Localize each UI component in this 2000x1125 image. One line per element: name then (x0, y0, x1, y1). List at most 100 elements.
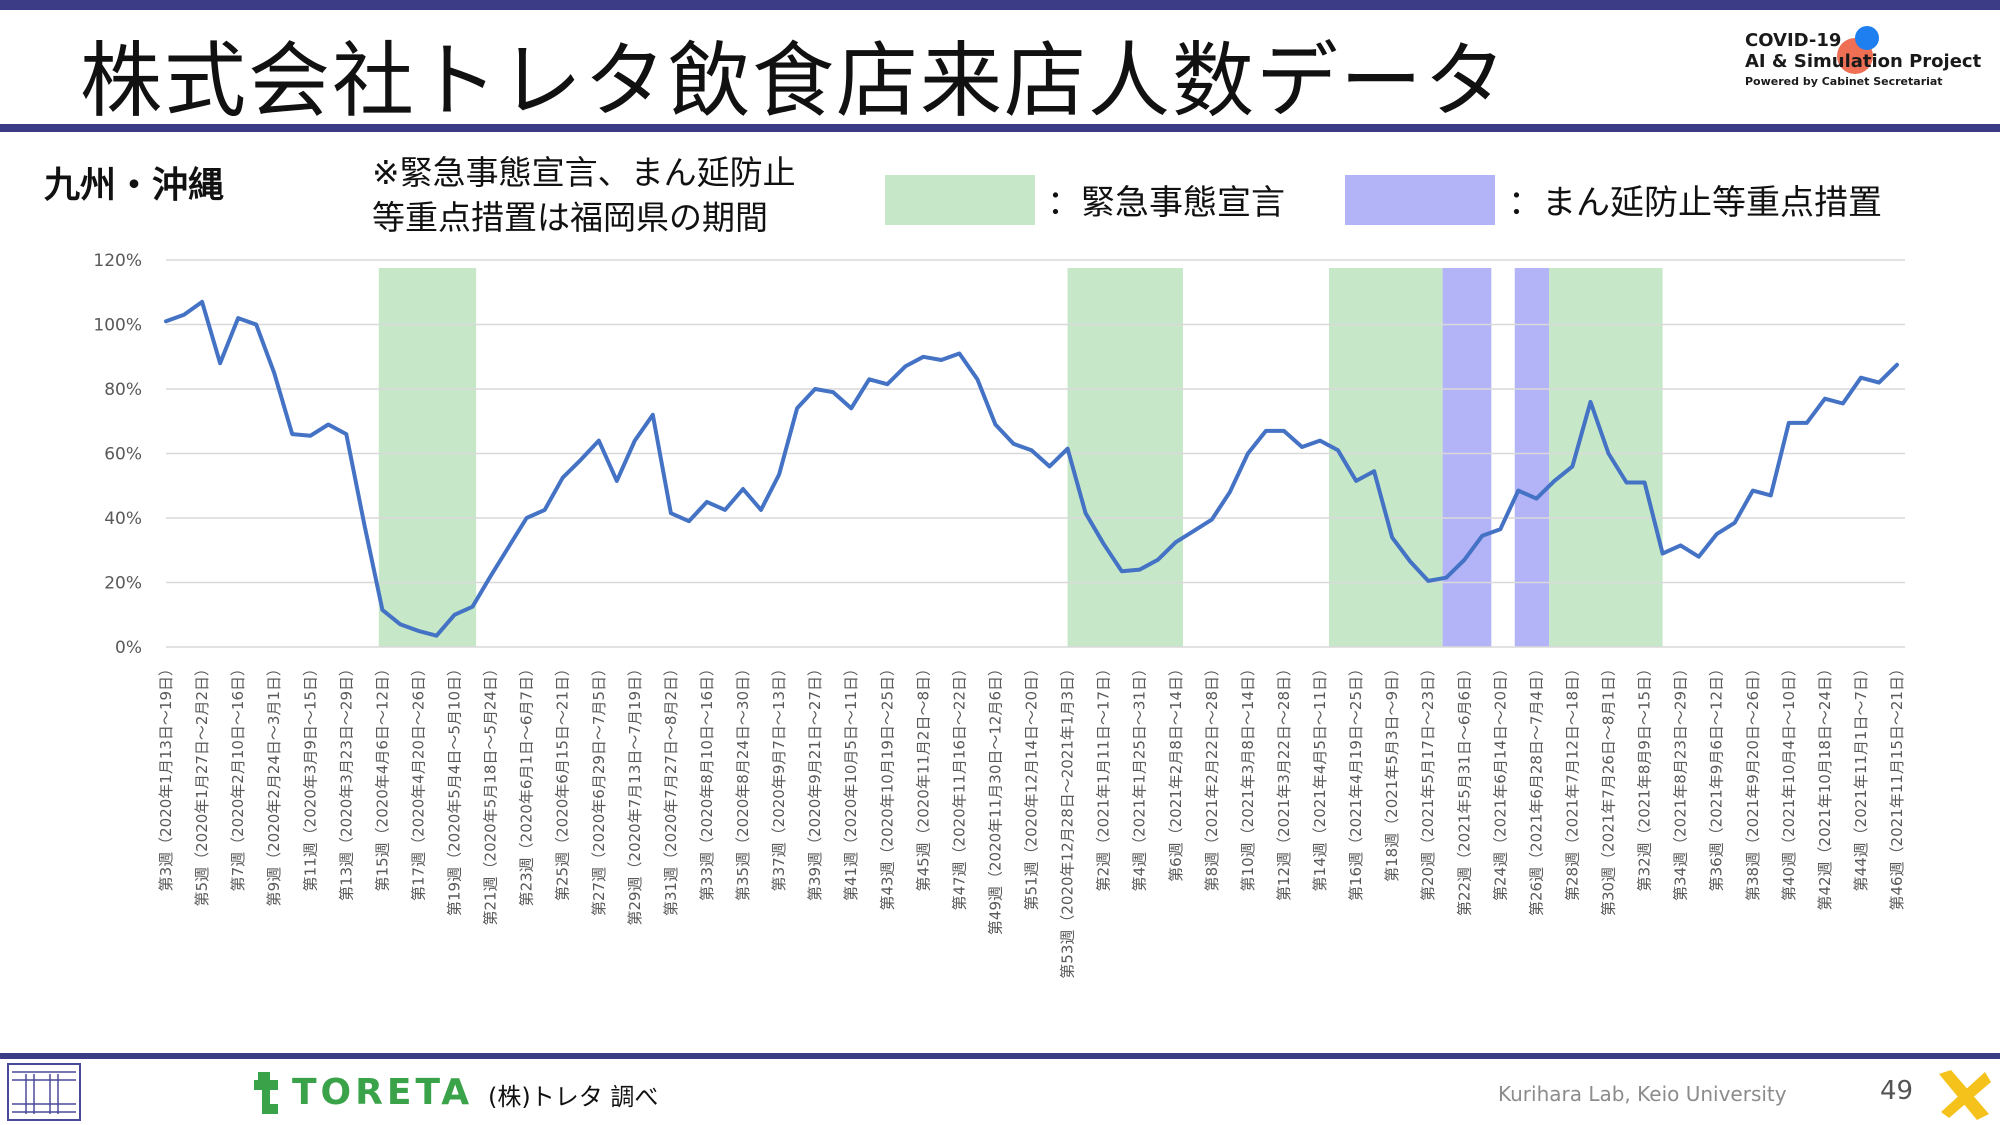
x-tick-label: 第10週（2021年3月8日～14日） (1239, 661, 1257, 891)
data-point (597, 439, 601, 443)
period-note-line2: 等重点措置は福岡県の期間 (372, 198, 768, 237)
x-tick-label: 第43週（2020年10月19日～25日） (878, 661, 896, 911)
x-tick-label: 第8週（2021年2月22日～28日） (1203, 661, 1221, 891)
data-point (1210, 518, 1214, 522)
x-tick-label: 第3週（2020年1月13日～19日） (157, 661, 175, 891)
x-tick-label: 第15週（2020年4月6日～12日） (373, 661, 391, 891)
series-layer (164, 299, 1899, 638)
period-note: ※緊急事態宣言、まん延防止 等重点措置は福岡県の期間 (372, 150, 796, 240)
x-tick-label: 第44週（2021年11月1日～7日） (1852, 661, 1870, 891)
data-point (218, 361, 222, 365)
title-underline (0, 124, 2000, 132)
data-point (1444, 576, 1448, 580)
data-point (1120, 569, 1124, 573)
x-tick-label: 第13週（2020年3月23日～29日） (337, 661, 355, 901)
data-point (1733, 521, 1737, 525)
footer-rule (0, 1053, 2000, 1059)
x-tick-label: 第25週（2020年6月15日～21日） (554, 661, 572, 901)
data-point (975, 377, 979, 381)
data-point (921, 355, 925, 359)
x-tick-label: 第27週（2020年6月29日～7月5日） (590, 661, 608, 916)
data-point (236, 316, 240, 320)
data-point (615, 479, 619, 483)
x-tick-label: 第38週（2021年9月20日～26日） (1744, 661, 1762, 901)
emergency-band (1548, 268, 1663, 647)
data-point (1246, 452, 1250, 455)
top-accent-bar (0, 0, 2000, 10)
x-tick-label: 第51週（2020年12月14日～20日） (1023, 661, 1041, 911)
toreta-wordmark: TORETA (292, 1072, 474, 1113)
region-label: 九州・沖縄 (44, 165, 225, 206)
data-point (254, 323, 258, 326)
data-point (1697, 555, 1701, 559)
page-title: 株式会社トレタ飲食店来店人数データ (80, 34, 1509, 129)
data-point (1462, 558, 1466, 562)
x-tick-label: 第7週（2020年2月10日～16日） (229, 661, 247, 891)
data-point (434, 634, 438, 638)
x-tick-label: 第26週（2021年6月28日～7月4日） (1527, 661, 1545, 916)
y-tick-label: 60% (104, 445, 142, 465)
x-tick-label: 第39週（2020年9月21日～27日） (806, 661, 824, 901)
data-point (1228, 490, 1232, 494)
emergency-band (1329, 268, 1443, 647)
x-tick-label: 第14週（2021年4月5日～11日） (1311, 661, 1329, 891)
emergency-band (1067, 268, 1183, 647)
x-tick-label: 第31週（2020年7月27日～8月2日） (662, 661, 680, 916)
data-point (1516, 489, 1520, 493)
data-point (326, 422, 330, 426)
data-point (182, 313, 186, 317)
data-point (867, 377, 871, 381)
x-tick-label: 第32週（2021年8月9日～15日） (1636, 661, 1654, 891)
x-tick-label: 第5週（2020年1月27日～2月2日） (193, 661, 211, 906)
data-point (1156, 558, 1160, 562)
y-axis-ticks: 0% 20% 40% 60% 80% 100% 120% (93, 251, 142, 658)
logo-line2: AI & Simulation Project (1745, 51, 1982, 72)
y-tick-label: 40% (104, 509, 142, 529)
data-point (741, 487, 745, 491)
data-point (777, 472, 781, 476)
y-tick-label: 120% (93, 251, 142, 271)
x-tick-label: 第34週（2021年8月23日～29日） (1672, 661, 1690, 901)
data-point (1787, 421, 1791, 425)
x-tick-label: 第47週（2020年11月16日～22日） (950, 661, 968, 911)
x-tick-label: 第17週（2020年4月20日～26日） (409, 661, 427, 901)
data-point (344, 432, 348, 436)
toreta-logo-icon (254, 1072, 278, 1114)
data-point (1030, 448, 1033, 452)
x-axis-ticks: 第3週（2020年1月13日～19日） 第5週（2020年1月27日～2月2日） 第… (157, 661, 1906, 979)
data-point (1751, 489, 1755, 493)
x-tick-label: 第45週（2020年11月2日～8日） (914, 661, 932, 891)
data-point (903, 364, 907, 368)
data-point (1138, 568, 1142, 572)
x-tick-label: 第23週（2020年6月1日～6月7日） (518, 661, 536, 906)
data-point (633, 439, 637, 443)
x-tick-label: 第49週（2020年11月30日～12月6日） (986, 661, 1004, 935)
x-tick-label: 第46週（2021年11月15日～21日） (1888, 661, 1906, 911)
data-point (561, 476, 565, 480)
toreta-logo: TORETA (248, 1070, 469, 1120)
data-point (272, 371, 276, 375)
legend-swatch-emergency (885, 175, 1035, 225)
data-point (813, 387, 817, 391)
data-point (1282, 429, 1286, 433)
visitor-line-chart: 0% 20% 40% 60% 80% 100% 120% 第3週（2020年1月13日～19… (93, 251, 1906, 979)
x-tick-label: 第30週（2021年7月26日～8月1日） (1600, 661, 1618, 916)
data-point (1048, 464, 1052, 468)
data-point (398, 622, 402, 626)
data-point (1066, 447, 1070, 451)
data-point (543, 508, 547, 512)
x-tick-label: 第29週（2020年7月13日～7月19日） (626, 661, 644, 926)
data-point (1426, 579, 1430, 583)
data-point (1408, 560, 1412, 564)
data-point (200, 300, 204, 304)
data-point (957, 352, 961, 356)
x-tick-label: 第42週（2021年10月18日～24日） (1816, 661, 1834, 911)
x-tick-label: 第16週（2021年4月19日～25日） (1347, 661, 1365, 901)
data-point (471, 605, 475, 609)
x-tick-label: 第36週（2021年9月6日～12日） (1708, 661, 1726, 891)
priority-measures-band (1442, 268, 1492, 647)
x-tick-label: 第24週（2021年6月14日～20日） (1491, 661, 1509, 901)
source-note: (株)トレタ 調べ (488, 1083, 659, 1111)
data-point (1264, 429, 1268, 433)
priority-measures-band (1514, 268, 1549, 647)
